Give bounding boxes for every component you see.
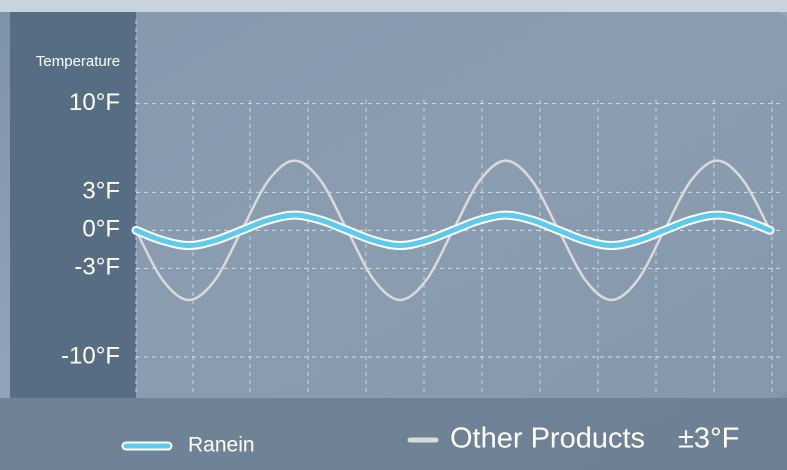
legend-label: Ranein [188,434,255,457]
axis-panel [10,12,136,398]
annotation: ±3°F [678,423,739,455]
y-tick-label: -10°F [61,342,120,369]
top-edge [0,0,787,12]
plot-panel [10,12,787,398]
y-tick-label: 3°F [82,178,120,205]
y-tick-label: -3°F [74,254,120,281]
y-tick-label: 0°F [82,216,120,243]
legend-panel [0,398,787,470]
legend-label: Other Products [450,423,645,455]
line [133,212,773,249]
y-tick-label: 10°F [69,89,120,116]
y-axis-label: Temperature [36,53,120,70]
